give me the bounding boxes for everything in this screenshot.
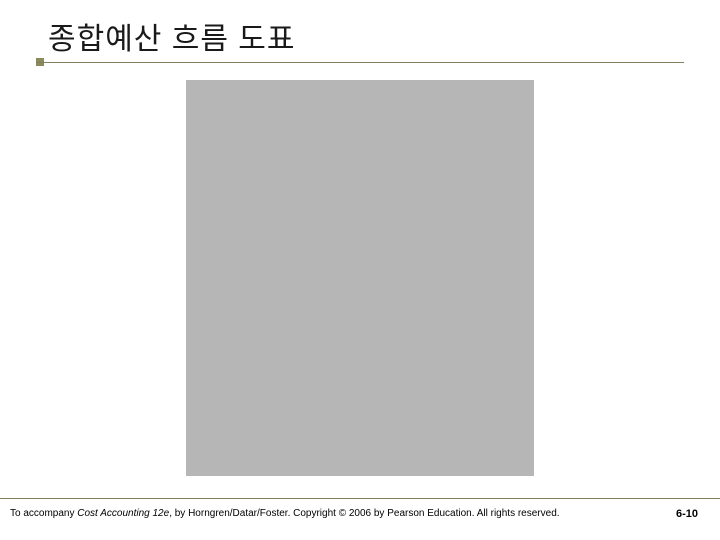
page-number: 6-10 [676, 508, 698, 520]
footer-divider [0, 498, 720, 499]
footer-book-title: Cost Accounting 12e [77, 508, 169, 519]
slide-container: 종합예산 흐름 도표 To accompany Cost Accounting … [0, 0, 720, 540]
footer-prefix: To accompany [10, 508, 77, 519]
title-underline [36, 62, 684, 63]
footer-suffix: , by Horngren/Datar/Foster. Copyright © … [169, 508, 559, 519]
title-area: 종합예산 흐름 도표 [48, 14, 295, 58]
content-placeholder [186, 80, 534, 476]
slide-title: 종합예산 흐름 도표 [48, 14, 295, 58]
footer-attribution: To accompany Cost Accounting 12e, by Hor… [10, 508, 560, 519]
